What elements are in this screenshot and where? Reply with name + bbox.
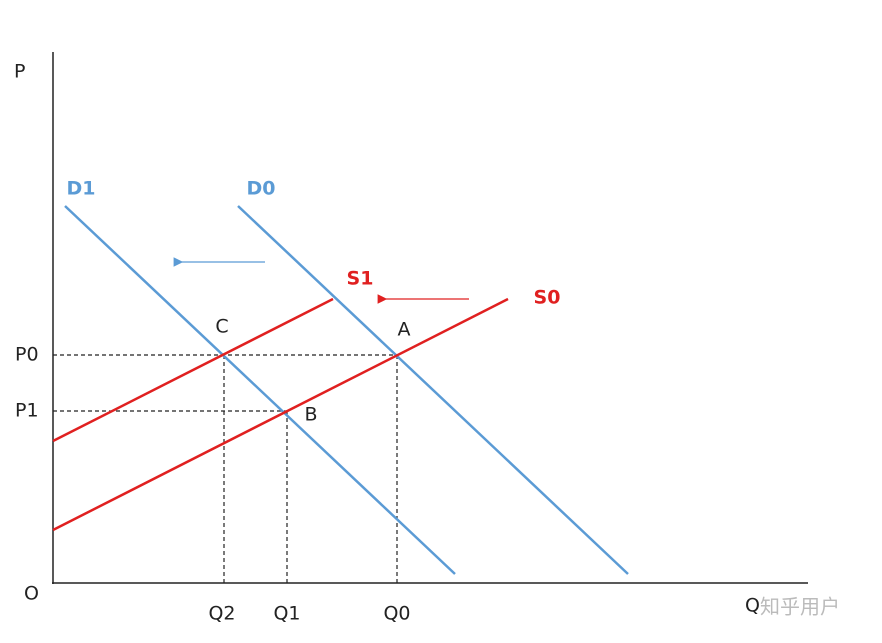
x-axis-label: Q (745, 595, 760, 617)
point-label: A (398, 319, 411, 341)
y-axis-label: P (14, 61, 25, 83)
point-label: B (304, 404, 317, 426)
watermark: 知乎用户 (760, 595, 840, 619)
quantity-label: Q2 (208, 603, 235, 625)
quantity-label: Q1 (273, 603, 300, 625)
origin-label: O (24, 583, 39, 605)
price-label: P1 (15, 400, 39, 422)
supply-s1 (52, 297, 334, 443)
point-label: C (215, 316, 228, 338)
curve-label: S0 (534, 287, 561, 309)
curve-label: D0 (247, 178, 276, 200)
curve-label: S1 (347, 268, 374, 290)
demand-d0 (237, 205, 629, 575)
supply-s0 (52, 297, 509, 532)
price-label: P0 (15, 344, 39, 366)
curve-label: D1 (67, 178, 96, 200)
quantity-label: Q0 (383, 603, 410, 625)
demand-d1 (64, 205, 456, 575)
